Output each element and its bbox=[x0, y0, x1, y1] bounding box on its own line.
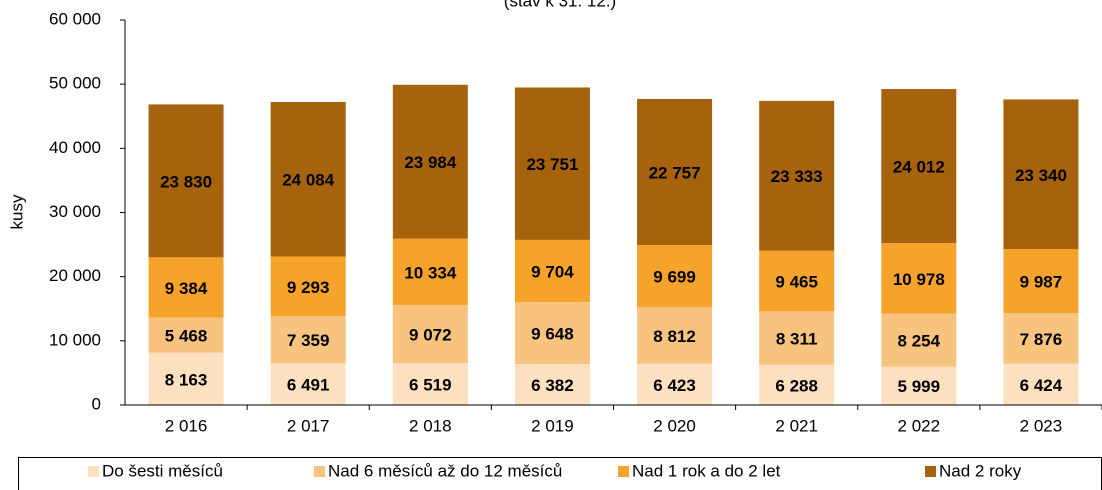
y-tick-label: 0 bbox=[92, 394, 101, 413]
bar-segment bbox=[881, 313, 957, 367]
legend-label: Do šesti měsíců bbox=[102, 461, 223, 480]
bar-segment bbox=[270, 256, 346, 317]
bar-segment bbox=[637, 245, 713, 308]
legend-swatch bbox=[314, 466, 325, 477]
data-label: 8 163 bbox=[165, 370, 208, 389]
bar-segment bbox=[1003, 99, 1079, 250]
data-label: 23 830 bbox=[160, 172, 212, 191]
legend-label: Nad 2 roky bbox=[939, 461, 1022, 480]
data-label: 9 465 bbox=[775, 272, 818, 291]
data-label: 6 424 bbox=[1020, 376, 1063, 395]
bar-segment bbox=[759, 100, 835, 251]
bar-segment bbox=[637, 98, 713, 246]
bar-segment bbox=[270, 363, 346, 405]
data-label: 23 340 bbox=[1015, 166, 1067, 185]
bar-segment bbox=[1003, 313, 1079, 364]
x-tick-label: 2 016 bbox=[165, 416, 208, 435]
data-label: 9 987 bbox=[1020, 273, 1063, 292]
x-tick-label: 2 023 bbox=[1020, 416, 1063, 435]
x-tick-label: 2 017 bbox=[287, 416, 330, 435]
bar-segment bbox=[1003, 249, 1079, 314]
data-label: 9 704 bbox=[531, 262, 574, 281]
y-tick-label: 60 000 bbox=[49, 9, 101, 28]
data-label: 7 359 bbox=[287, 331, 330, 350]
data-label: 6 288 bbox=[775, 376, 818, 395]
legend-label: Nad 6 měsíců až do 12 měsíců bbox=[328, 461, 562, 480]
bar-segment bbox=[148, 257, 224, 318]
data-label: 8 254 bbox=[898, 332, 941, 351]
data-label: 6 491 bbox=[287, 376, 330, 395]
data-label: 6 382 bbox=[531, 376, 574, 395]
legend-swatch bbox=[925, 466, 936, 477]
bar-segment bbox=[392, 238, 468, 305]
data-label: 23 333 bbox=[771, 167, 823, 186]
data-label: 23 751 bbox=[526, 155, 578, 174]
data-label: 24 012 bbox=[893, 158, 945, 177]
data-label: 8 311 bbox=[776, 329, 818, 348]
data-label: 10 978 bbox=[893, 270, 945, 289]
bar-segment bbox=[637, 307, 713, 364]
x-tick-label: 2 021 bbox=[775, 416, 818, 435]
bar-segment bbox=[392, 304, 468, 364]
bar-segment bbox=[148, 352, 224, 405]
y-axis-label: kusy bbox=[7, 194, 26, 229]
legend-swatch bbox=[88, 466, 99, 477]
bar-segment bbox=[392, 363, 468, 405]
data-label: 9 699 bbox=[653, 268, 696, 287]
bar-segment bbox=[514, 302, 590, 365]
y-tick-label: 10 000 bbox=[49, 330, 101, 349]
legend-label: Nad 1 rok a do 2 let bbox=[632, 461, 781, 480]
x-tick-label: 2 020 bbox=[653, 416, 696, 435]
bar-segment bbox=[881, 89, 957, 244]
data-label: 23 984 bbox=[404, 153, 457, 172]
data-label: 6 423 bbox=[653, 376, 696, 395]
y-tick-label: 20 000 bbox=[49, 266, 101, 285]
data-label: 5 999 bbox=[898, 377, 941, 396]
data-label: 8 812 bbox=[653, 327, 696, 346]
bar-segment bbox=[881, 366, 957, 405]
data-label: 9 293 bbox=[287, 278, 330, 297]
bar-segment bbox=[514, 87, 590, 240]
bar-segment bbox=[270, 316, 346, 364]
y-tick-label: 50 000 bbox=[49, 74, 101, 93]
bar-segment bbox=[881, 243, 957, 314]
data-label: 10 334 bbox=[404, 263, 457, 282]
chart-subtitle: (stav k 31. 12.) bbox=[504, 0, 616, 10]
data-label: 6 519 bbox=[409, 376, 452, 395]
bar-segment bbox=[148, 317, 224, 353]
x-tick-label: 2 018 bbox=[409, 416, 452, 435]
x-tick-label: 2 022 bbox=[898, 416, 941, 435]
data-label: 9 648 bbox=[531, 325, 574, 344]
y-tick-label: 40 000 bbox=[49, 138, 101, 157]
bar-segment bbox=[392, 84, 468, 239]
bar-segment bbox=[270, 101, 346, 257]
bar-segment bbox=[759, 311, 835, 365]
data-label: 5 468 bbox=[165, 327, 208, 346]
data-label: 22 757 bbox=[649, 163, 701, 182]
bar-segment bbox=[514, 364, 590, 405]
data-label: 24 084 bbox=[282, 171, 335, 190]
bar-segment bbox=[148, 104, 224, 258]
bar-segment bbox=[514, 239, 590, 303]
data-label: 9 384 bbox=[165, 279, 208, 298]
bar-segment bbox=[637, 363, 713, 405]
data-label: 9 072 bbox=[409, 326, 452, 345]
legend-swatch bbox=[618, 466, 629, 477]
bar-segment bbox=[759, 364, 835, 405]
y-tick-label: 30 000 bbox=[49, 202, 101, 221]
x-tick-label: 2 019 bbox=[531, 416, 574, 435]
bar-segment bbox=[759, 250, 835, 312]
data-label: 7 876 bbox=[1020, 330, 1063, 349]
bar-segment bbox=[1003, 363, 1079, 405]
